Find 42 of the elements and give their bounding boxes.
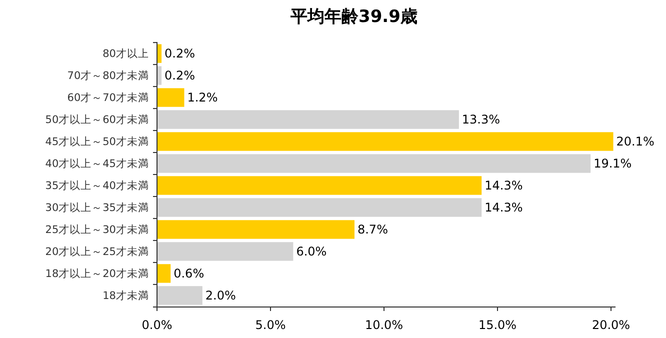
- data-label: 8.7%: [357, 222, 388, 237]
- y-tick-label: 18才未満: [102, 289, 149, 302]
- y-tick-label: 30才以上～35才未満: [45, 201, 149, 214]
- data-label: 0.6%: [174, 266, 204, 281]
- data-label: 0.2%: [164, 68, 196, 83]
- y-tick-label: 80才以上: [102, 47, 149, 60]
- y-tick-label: 35才以上～40才未満: [45, 179, 149, 192]
- bar: [157, 220, 354, 239]
- x-tick-label: 20.0%: [592, 318, 630, 332]
- bar: [157, 110, 459, 129]
- y-tick-label: 20才以上～25才未満: [45, 245, 149, 258]
- bar: [157, 154, 591, 173]
- data-label: 13.3%: [462, 112, 500, 127]
- y-tick-label: 40才以上～45才未満: [45, 157, 149, 170]
- x-tick-label: 5.0%: [255, 318, 286, 332]
- data-label: 6.0%: [296, 244, 327, 259]
- x-tick-label: 0.0%: [142, 318, 172, 332]
- data-label: 19.1%: [594, 156, 632, 171]
- bar: [157, 44, 162, 63]
- chart-title: 平均年齢39.9歳: [290, 7, 418, 27]
- y-tick-label: 25才以上～30才未満: [45, 223, 149, 236]
- data-label: 1.2%: [187, 90, 218, 105]
- bar: [157, 242, 294, 261]
- bar: [157, 264, 171, 283]
- bar: [157, 66, 162, 85]
- x-tick-label: 10.0%: [364, 318, 404, 332]
- y-tick-label: 60才～70才未満: [67, 91, 149, 104]
- data-label: 14.3%: [484, 178, 523, 193]
- bar: [157, 132, 614, 151]
- bar: [157, 88, 184, 107]
- y-tick-label: 50才以上～60才未満: [45, 113, 149, 126]
- data-label: 14.3%: [484, 200, 523, 215]
- bar: [157, 198, 482, 217]
- data-label: 2.0%: [205, 288, 236, 303]
- y-tick-label: 18才以上～20才未満: [45, 267, 149, 280]
- bar: [157, 286, 202, 305]
- x-tick-label: 15.0%: [478, 318, 517, 332]
- y-tick-label: 70才～80才未満: [67, 69, 149, 82]
- bar: [157, 176, 482, 195]
- data-label: 0.2%: [164, 46, 196, 61]
- y-tick-label: 45才以上～50才未満: [45, 135, 149, 148]
- data-label: 20.1%: [616, 134, 654, 149]
